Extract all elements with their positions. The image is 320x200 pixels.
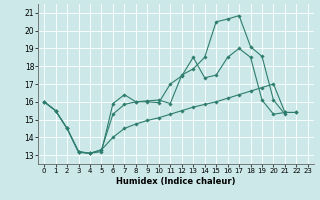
X-axis label: Humidex (Indice chaleur): Humidex (Indice chaleur) [116,177,236,186]
